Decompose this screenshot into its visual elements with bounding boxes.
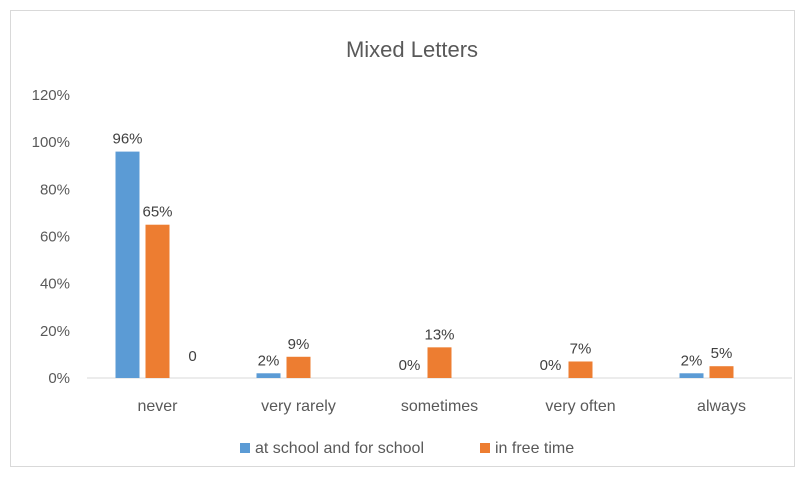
x-tick-label: very often (545, 398, 615, 415)
y-tick-label: 40% (40, 276, 70, 293)
data-label: 0% (540, 357, 562, 374)
x-tick-label: very rarely (261, 398, 336, 415)
legend: at school and for school in free time (240, 440, 574, 457)
bar (427, 347, 452, 378)
bar (286, 356, 311, 378)
data-label: 65% (142, 204, 172, 221)
legend-label: in free time (495, 440, 574, 457)
data-label: 2% (258, 352, 280, 369)
data-label: 9% (288, 336, 310, 353)
legend-label: at school and for school (255, 440, 424, 457)
legend-swatch (240, 443, 250, 453)
chart-title: Mixed Letters (346, 37, 478, 62)
legend-swatch (480, 443, 490, 453)
data-label: 96% (112, 131, 142, 148)
data-label: 0 (188, 348, 196, 365)
x-tick-label: sometimes (401, 398, 478, 415)
bar (679, 373, 704, 378)
data-label: 0% (399, 357, 421, 374)
x-tick-label: never (137, 398, 178, 415)
data-label: 5% (711, 345, 733, 362)
bar (709, 366, 734, 378)
y-tick-label: 100% (32, 134, 70, 151)
bar (568, 361, 593, 378)
data-label: 13% (424, 326, 454, 343)
axes-group: 0% 20% 40% 60% 80% 100% 120% never very rarely so… (32, 87, 792, 415)
y-tick-label: 120% (32, 87, 70, 104)
data-label: 2% (681, 352, 703, 369)
bar (145, 224, 170, 378)
x-tick-label: always (697, 398, 746, 415)
y-tick-label: 20% (40, 323, 70, 340)
y-tick-label: 60% (40, 229, 70, 246)
data-label: 7% (570, 340, 592, 357)
bars-group: 96% 2% 0% 0% 2% 65% 9% 13% 7% 5% 0 (112, 131, 734, 378)
chart-frame (10, 10, 795, 467)
y-tick-label: 80% (40, 181, 70, 198)
bar (256, 373, 281, 378)
bar (115, 151, 140, 378)
y-tick-label: 0% (48, 370, 70, 387)
